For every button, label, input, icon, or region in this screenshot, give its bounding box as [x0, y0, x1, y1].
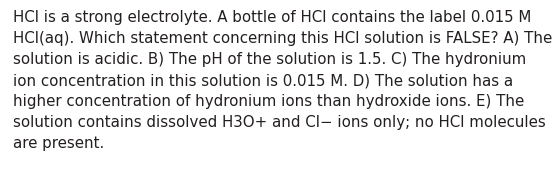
Text: HCl is a strong electrolyte. A bottle of HCl contains the label 0.015 M HCl(aq).: HCl is a strong electrolyte. A bottle of… [13, 10, 552, 151]
